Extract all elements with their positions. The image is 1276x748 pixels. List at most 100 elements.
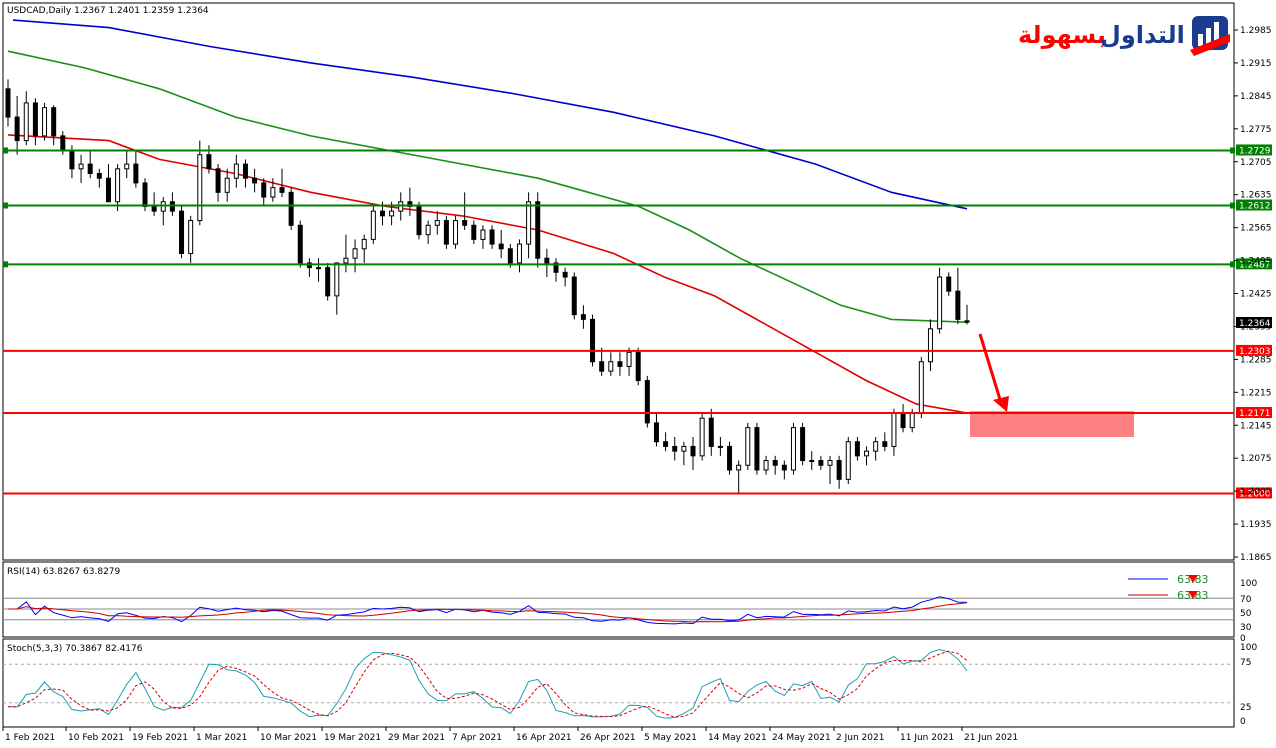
stoch-tick-75: 75 xyxy=(1240,658,1251,668)
candle xyxy=(252,168,258,193)
level-label-1.2487: 1.2487 xyxy=(1239,260,1271,270)
candle xyxy=(772,455,778,475)
candle-body xyxy=(279,187,285,193)
x-tick-label: 16 Apr 2021 xyxy=(516,733,572,743)
level-label-1.2000: 1.2000 xyxy=(1239,489,1271,499)
stoch-title: Stoch(5,3,3) 70.3867 82.4176 xyxy=(7,644,143,654)
candle-body xyxy=(690,445,696,457)
candle xyxy=(425,220,431,245)
candle xyxy=(854,437,860,461)
candle xyxy=(882,432,888,452)
candle xyxy=(918,357,924,419)
stoch-tick-0: 0 xyxy=(1240,717,1246,727)
candle xyxy=(288,187,294,230)
x-tick-label: 10 Feb 2021 xyxy=(68,733,124,743)
candle-body xyxy=(900,412,906,429)
candle xyxy=(462,192,468,230)
candle-body xyxy=(681,445,687,452)
x-tick-label: 1 Feb 2021 xyxy=(5,733,55,743)
candle xyxy=(864,446,870,466)
candle-body xyxy=(489,229,495,245)
stoch-main-line xyxy=(7,648,968,719)
candle-body xyxy=(699,417,705,457)
candle xyxy=(781,460,787,480)
candle-body xyxy=(78,163,84,170)
candle xyxy=(489,225,495,249)
candle xyxy=(197,140,203,226)
candle xyxy=(845,437,851,485)
candle-body xyxy=(96,173,102,179)
target-zone xyxy=(970,411,1134,438)
candle xyxy=(352,239,358,273)
level-anchor xyxy=(1230,147,1235,154)
candle-body xyxy=(233,163,239,179)
candle-body xyxy=(617,361,623,367)
candle-body xyxy=(270,187,276,198)
candle xyxy=(443,215,449,249)
rsi-axis: 100 70 50 30 0 xyxy=(1240,579,1257,644)
candle-body xyxy=(516,243,522,264)
candle-body xyxy=(790,427,796,471)
candle-body xyxy=(425,224,431,236)
candle-body xyxy=(370,210,376,240)
candle-body xyxy=(379,210,385,217)
stoch-axis: 100 75 25 0 xyxy=(1240,643,1257,727)
candle xyxy=(790,422,796,475)
candle-body xyxy=(105,177,111,203)
candle-body xyxy=(599,361,605,372)
y-tick-label: 1.2635 xyxy=(1240,191,1272,201)
candle xyxy=(434,211,440,235)
candle xyxy=(224,168,230,202)
candle xyxy=(699,413,705,461)
candle xyxy=(653,413,659,447)
candle-body xyxy=(124,163,130,170)
level-anchor xyxy=(3,202,8,209)
candle xyxy=(800,422,806,466)
candle xyxy=(617,352,623,376)
candle-body xyxy=(471,224,477,240)
candle-body xyxy=(14,116,20,142)
candle xyxy=(580,305,586,329)
candle xyxy=(5,79,11,127)
candle-body xyxy=(644,380,650,424)
brand-logo: بسهولة التداول xyxy=(1018,16,1230,56)
logo-chart-icon xyxy=(1190,16,1230,56)
candle-body xyxy=(297,224,303,264)
candle-body xyxy=(964,320,970,323)
candle xyxy=(215,164,221,202)
logo-text-b: بسهولة xyxy=(1018,21,1106,49)
horizontal-levels-layer: 1.2729 1.2612 1.2487 1.2303 1.2171 1.2000 xyxy=(3,144,1272,499)
candle-body xyxy=(891,412,897,447)
candle xyxy=(608,352,614,376)
candle xyxy=(553,258,559,282)
stoch-panel-frame xyxy=(2,638,1235,728)
candle-body xyxy=(32,102,38,137)
candle-body xyxy=(87,163,93,175)
time-axis: 1 Feb 2021 10 Feb 2021 19 Feb 2021 1 Mar 20… xyxy=(2,727,1018,743)
candle-body xyxy=(672,445,678,452)
y-tick-label: 1.2845 xyxy=(1240,92,1272,102)
level-label-1.2171: 1.2171 xyxy=(1239,409,1271,419)
x-tick-label: 29 Mar 2021 xyxy=(388,733,445,743)
candle-body xyxy=(526,201,532,245)
candle xyxy=(873,437,879,461)
candle xyxy=(937,267,943,334)
candle-body xyxy=(946,276,952,292)
stoch-signal-line xyxy=(7,650,968,718)
level-label-1.2303: 1.2303 xyxy=(1239,347,1271,357)
candle-body xyxy=(443,220,449,245)
candle-body xyxy=(434,220,440,226)
candle xyxy=(690,437,696,470)
candle xyxy=(270,178,276,202)
candle-body xyxy=(215,168,221,193)
candle-body xyxy=(927,328,933,363)
x-tick-label: 10 Mar 2021 xyxy=(260,733,317,743)
candle-body xyxy=(736,464,742,471)
candle-body xyxy=(827,460,833,466)
candle-body xyxy=(288,191,294,226)
y-tick-label: 1.2145 xyxy=(1240,421,1272,431)
candle-body xyxy=(937,276,943,330)
level-tag-1.2612 xyxy=(1236,199,1272,211)
candle-body xyxy=(252,177,258,184)
